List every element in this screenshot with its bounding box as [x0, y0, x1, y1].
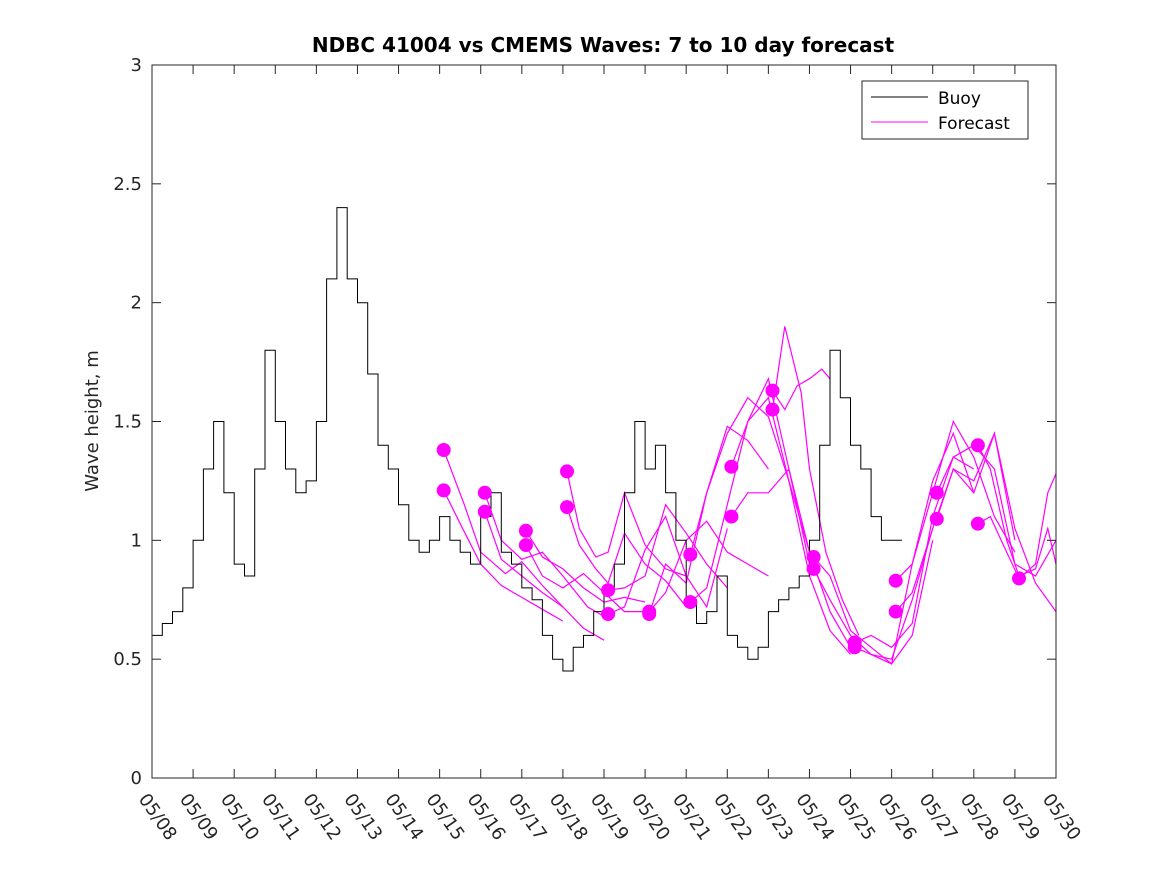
- forecast-line: [566, 471, 687, 577]
- forecast-marker: [642, 607, 657, 621]
- plot-markers-group: [436, 383, 1026, 655]
- forecast-line: [730, 467, 852, 648]
- y-axis-label: Wave height, m: [82, 350, 103, 491]
- forecast-line: [443, 449, 564, 608]
- forecast-marker: [683, 547, 698, 562]
- forecast-marker: [601, 607, 616, 621]
- forecast-marker: [806, 561, 821, 576]
- forecast-marker: [929, 511, 944, 526]
- forecast-line: [771, 326, 860, 636]
- forecast-line: [936, 444, 1057, 577]
- forecast-marker: [929, 485, 944, 500]
- forecast-marker: [724, 459, 739, 474]
- forecast-marker: [765, 402, 780, 417]
- forecast-line: [936, 431, 1057, 612]
- y-tick-label: 1.5: [113, 412, 142, 433]
- forecast-marker: [560, 500, 574, 515]
- forecast-marker: [970, 438, 985, 453]
- forecast-marker: [765, 383, 780, 398]
- forecast-marker: [436, 443, 451, 457]
- chart-title: NDBC 41004 vs CMEMS Waves: 7 to 10 day f…: [312, 33, 895, 57]
- legend: Buoy Forecast: [861, 80, 1029, 140]
- forecast-marker: [806, 550, 821, 564]
- forecast-line: [730, 396, 851, 655]
- y-tick-label: 0: [131, 768, 142, 789]
- forecast-line: [648, 520, 769, 612]
- legend-forecast-label: Forecast: [938, 114, 1010, 134]
- forecast-marker: [477, 485, 492, 500]
- forecast-marker: [436, 483, 451, 498]
- legend-buoy-label: Buoy: [938, 89, 981, 109]
- forecast-marker: [970, 516, 985, 531]
- plot-series-group: [152, 207, 1057, 672]
- forecast-line: [566, 506, 687, 608]
- forecast-marker: [477, 504, 492, 519]
- y-tick-label: 2: [131, 293, 142, 314]
- legend-box: [861, 80, 1029, 140]
- forecast-marker: [518, 538, 533, 553]
- forecast-line: [525, 544, 646, 613]
- y-tick-label: 2.5: [113, 174, 142, 195]
- forecast-line: [484, 511, 605, 641]
- y-tick-label: 0.5: [113, 649, 142, 670]
- forecast-line: [525, 530, 646, 603]
- y-tick-label: 3: [131, 55, 142, 76]
- forecast-marker: [724, 509, 739, 524]
- forecast-line: [895, 419, 1016, 582]
- y-axis: 0 0.5 1 1.5 2 2.5 3: [113, 55, 1056, 789]
- buoy-line: [152, 207, 902, 672]
- forecast-marker: [1012, 571, 1026, 586]
- forecast-marker: [601, 583, 616, 598]
- forecast-line: [813, 540, 934, 665]
- forecast-marker: [888, 604, 903, 619]
- forecast-marker: [518, 523, 533, 538]
- forecast-marker: [560, 464, 574, 479]
- forecast-line: [771, 368, 831, 411]
- forecast-marker: [847, 635, 862, 650]
- forecast-line: [607, 515, 728, 615]
- y-tick-label: 1: [131, 530, 142, 551]
- forecast-marker: [683, 595, 698, 610]
- forecast-line: [608, 503, 728, 591]
- forecast-marker: [888, 573, 903, 588]
